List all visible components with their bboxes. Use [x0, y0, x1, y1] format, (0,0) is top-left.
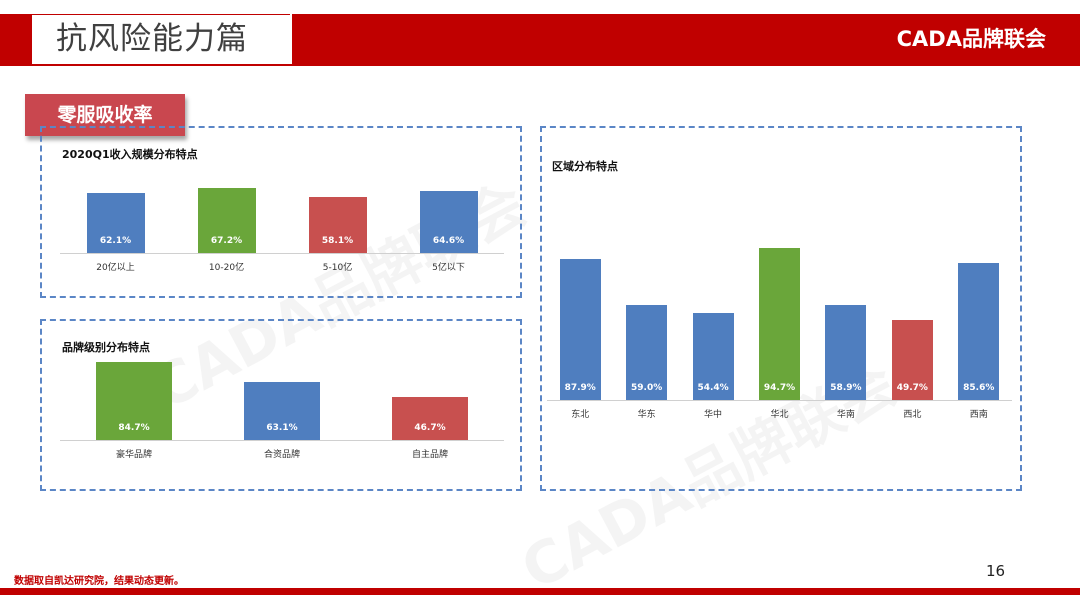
category-label: 20亿以上	[96, 263, 135, 273]
bar	[86, 192, 145, 253]
category-label: 华中	[704, 410, 723, 420]
scale-chart: 62.1% 20亿以上 67.2% 10-20亿 58.1% 5-10亿 64.6% 5亿以下	[42, 128, 520, 296]
bar	[626, 305, 668, 400]
bar-value-label: 62.1%	[99, 236, 132, 246]
panel-title: 2020Q1收入规模分布特点	[62, 148, 198, 161]
category-label: 自主品牌	[411, 450, 448, 460]
bar	[759, 248, 800, 400]
header-divider	[0, 64, 1080, 66]
bar-value-label: 84.7%	[118, 423, 150, 433]
bar	[692, 312, 734, 400]
header-bar	[292, 14, 1080, 64]
bar	[96, 362, 172, 440]
region-panel: 区域分布特点 87.9% 东北 59.0% 华东 54.4% 华中 94.7% 华北 58.9%…	[540, 126, 1022, 491]
bar-value-label: 49.7%	[896, 383, 928, 393]
category-label: 华南	[836, 410, 855, 420]
category-label: 西北	[903, 410, 922, 420]
footer-bar	[0, 588, 1080, 595]
x-axis	[60, 440, 504, 441]
bar-value-label: 87.9%	[564, 383, 596, 393]
category-label: 5亿以下	[432, 263, 465, 273]
category-label: 豪华品牌	[115, 450, 152, 460]
category-label: 东北	[571, 410, 590, 420]
bar	[244, 381, 320, 440]
data-source-note: 数据取自凯达研究院，结果动态更新。	[14, 576, 184, 587]
category-label: 华东	[637, 410, 656, 420]
bar-value-label: 85.6%	[963, 383, 995, 393]
bar-value-label: 58.9%	[830, 383, 862, 393]
brand-level-chart: 84.7% 豪华品牌 63.1% 合资品牌 46.7% 自主品牌	[42, 321, 520, 489]
bar	[825, 305, 867, 400]
category-label: 华北	[770, 410, 789, 420]
bar	[891, 320, 933, 400]
bar-value-label: 64.6%	[432, 236, 465, 246]
bar-value-label: 63.1%	[266, 423, 298, 433]
scale-panel: 2020Q1收入规模分布特点 62.1% 20亿以上 67.2% 10-20亿 58.1…	[40, 126, 522, 298]
bar-value-label: 46.7%	[414, 423, 446, 433]
bar-value-label: 94.7%	[763, 383, 796, 393]
panel-title: 品牌级别分布特点	[62, 341, 150, 354]
bar	[958, 262, 1000, 400]
bar	[419, 190, 478, 253]
bar	[197, 188, 256, 253]
header-accent	[0, 14, 32, 64]
brand-level-panel: 品牌级别分布特点 84.7% 豪华品牌 63.1% 合资品牌 46.7% 自主品牌	[40, 319, 522, 491]
bar-value-label: 59.0%	[631, 383, 663, 393]
bar	[392, 396, 468, 440]
bar	[308, 196, 367, 253]
bar-value-label: 58.1%	[321, 236, 354, 246]
category-label: 10-20亿	[208, 263, 245, 273]
header-title-box	[32, 14, 290, 66]
bar-value-label: 54.4%	[697, 383, 729, 393]
category-label: 合资品牌	[263, 450, 300, 460]
x-axis	[547, 400, 1012, 401]
bar	[559, 258, 601, 400]
x-axis	[60, 253, 504, 254]
category-label: 西南	[969, 410, 988, 420]
bar-value-label: 67.2%	[210, 236, 243, 246]
brand-logo-text: CADA品牌联会	[896, 27, 1046, 51]
region-chart: 87.9% 东北 59.0% 华东 54.4% 华中 94.7% 华北 58.9% 华南 49.7%…	[542, 128, 1020, 489]
page-title: 抗风险能力篇	[56, 21, 248, 57]
category-label: 5-10亿	[322, 263, 353, 273]
panel-title: 区域分布特点	[552, 160, 618, 173]
section-tag: 零服吸收率	[25, 94, 185, 136]
page-number: 16	[986, 562, 1006, 580]
